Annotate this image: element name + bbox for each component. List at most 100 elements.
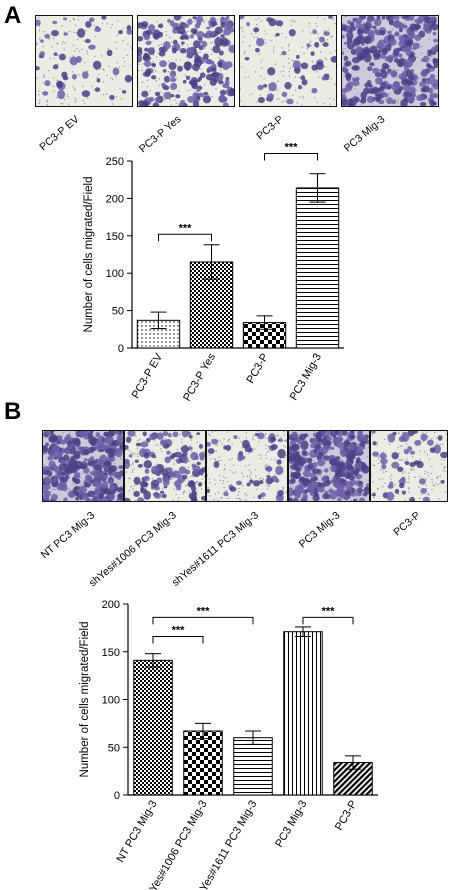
cell	[143, 52, 150, 60]
cell	[310, 443, 316, 449]
pore	[389, 92, 391, 95]
pore	[122, 57, 125, 59]
cell	[218, 50, 224, 56]
pore	[249, 94, 251, 96]
pore	[98, 73, 100, 75]
cell	[91, 481, 99, 487]
pore	[50, 490, 52, 492]
pore	[61, 42, 63, 45]
cell	[365, 483, 369, 488]
pore	[76, 48, 78, 50]
cell	[190, 77, 198, 84]
cell	[223, 22, 232, 31]
pore	[69, 489, 72, 491]
pore	[284, 440, 287, 442]
pore	[404, 499, 406, 501]
y-tick-label: 100	[106, 268, 124, 280]
pore	[216, 444, 218, 447]
cell	[379, 30, 386, 36]
pore	[408, 486, 410, 488]
cell	[430, 46, 437, 52]
pore	[434, 431, 436, 434]
pore	[426, 487, 428, 490]
pore	[438, 483, 441, 485]
pore	[122, 40, 124, 42]
cell	[36, 19, 41, 26]
cell	[254, 48, 260, 53]
cell	[213, 461, 220, 468]
pore	[86, 50, 89, 52]
cell	[266, 475, 271, 479]
pore	[226, 489, 228, 492]
cell	[51, 494, 58, 501]
pore	[418, 486, 420, 488]
cell	[409, 31, 416, 38]
cell	[301, 79, 308, 86]
cell	[254, 433, 259, 437]
cell	[405, 69, 413, 78]
cell	[349, 434, 356, 440]
y-tick-label: 150	[102, 647, 120, 659]
pore	[219, 475, 221, 477]
cell	[220, 39, 225, 44]
pore	[258, 441, 260, 443]
pore	[36, 77, 38, 79]
pore	[63, 98, 66, 101]
pore	[187, 30, 189, 33]
pore	[71, 483, 74, 485]
panel-letter-b: B	[4, 398, 22, 425]
cell	[363, 486, 369, 495]
pore	[129, 451, 132, 453]
pore	[301, 87, 304, 89]
cell	[195, 16, 204, 23]
pore	[243, 52, 245, 55]
cell	[345, 32, 352, 37]
cell	[167, 19, 171, 23]
cell	[140, 441, 149, 448]
pore	[73, 31, 75, 34]
pore	[131, 464, 133, 466]
cell	[162, 69, 167, 73]
cell	[143, 33, 151, 41]
pore	[42, 82, 44, 84]
cell	[429, 447, 436, 453]
significance-label: ***	[172, 624, 186, 636]
pore	[270, 458, 272, 460]
pore	[429, 59, 432, 61]
cell	[81, 493, 89, 500]
pore	[289, 67, 291, 70]
pore	[72, 86, 75, 88]
cell	[364, 82, 370, 88]
pore	[261, 59, 264, 61]
cell	[354, 96, 360, 103]
cell	[406, 29, 411, 34]
pore	[255, 101, 258, 103]
pore	[273, 46, 275, 48]
pore	[285, 97, 287, 99]
pore	[245, 437, 247, 439]
pore	[277, 80, 279, 83]
cell	[59, 459, 65, 464]
pore	[169, 36, 171, 39]
pore	[180, 20, 182, 23]
pore	[382, 451, 384, 453]
pore	[81, 48, 83, 51]
pore	[164, 99, 166, 101]
cell	[407, 80, 414, 86]
cell	[103, 475, 108, 479]
cell	[143, 452, 150, 459]
pore	[162, 92, 164, 94]
pore	[211, 96, 213, 98]
pore	[360, 103, 362, 106]
pore	[367, 479, 369, 481]
cell	[58, 53, 66, 61]
y-axis-label: Number of cells migrated/Field	[79, 622, 91, 778]
pore	[132, 463, 134, 465]
pore	[131, 471, 134, 473]
cell	[330, 56, 336, 63]
pore	[408, 472, 410, 474]
pore	[224, 468, 226, 470]
pore	[431, 488, 433, 491]
cell	[187, 18, 193, 25]
pore	[36, 42, 37, 44]
